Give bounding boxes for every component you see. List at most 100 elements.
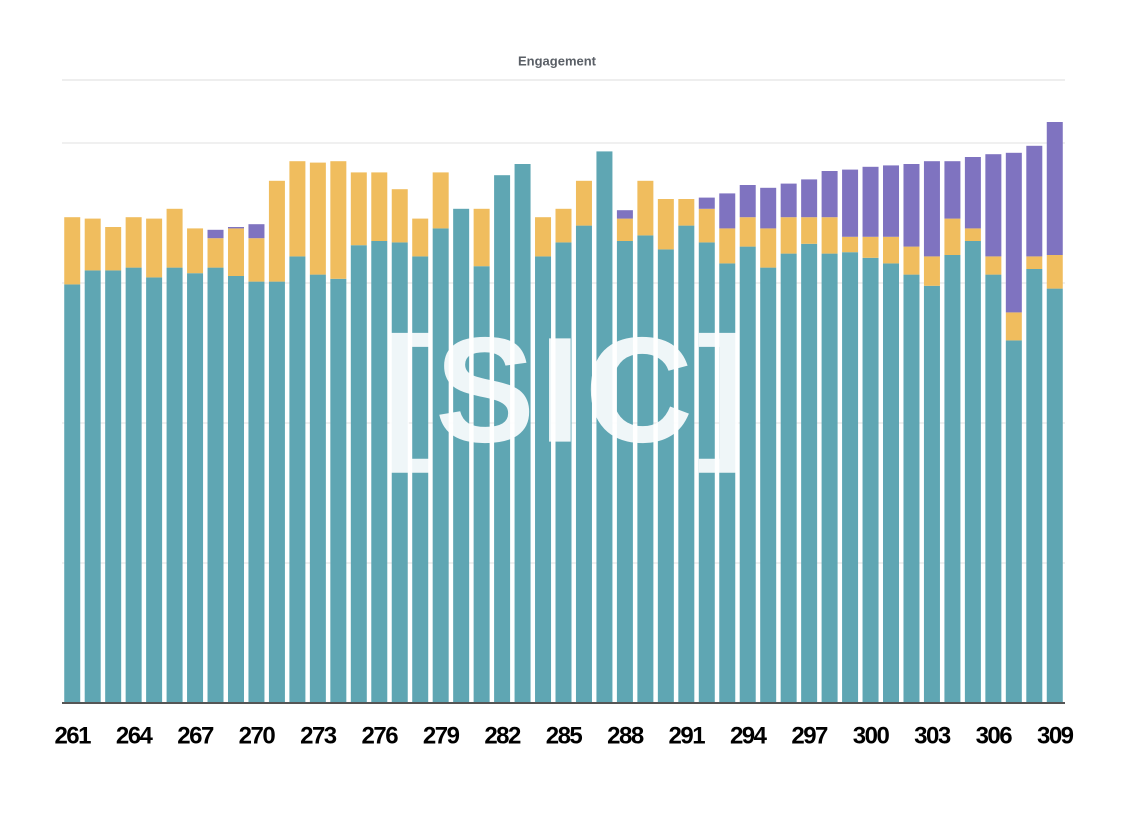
bar-segment xyxy=(350,245,367,703)
bar-segment xyxy=(780,183,797,218)
bar-segment xyxy=(985,274,1002,703)
bar-segment xyxy=(391,189,408,243)
bar-segment xyxy=(944,255,961,703)
bar-segment xyxy=(1026,269,1043,703)
x-tick-label: 300 xyxy=(853,722,890,749)
bar-segment xyxy=(596,151,613,703)
bar-segment xyxy=(739,246,756,703)
bar-segment xyxy=(535,217,552,257)
bar-segment xyxy=(739,217,756,247)
bar-segment xyxy=(64,284,81,703)
x-tick-label: 294 xyxy=(730,722,768,749)
bar-segment xyxy=(698,208,715,243)
bar-segment xyxy=(1046,288,1063,703)
bar-segment xyxy=(1046,255,1063,289)
bar-segment xyxy=(903,164,920,247)
bar-segment xyxy=(84,270,101,703)
bar-segment xyxy=(903,274,920,703)
bar-segment xyxy=(944,218,961,255)
bar-segment xyxy=(371,241,388,703)
bar-segment xyxy=(923,161,940,257)
bar-segment xyxy=(187,228,204,274)
bar-segment xyxy=(719,263,736,703)
bar-segment xyxy=(780,253,797,703)
bar-segment xyxy=(883,165,900,237)
bar-segment xyxy=(289,256,306,703)
x-tick-label: 309 xyxy=(1037,722,1074,749)
bar-segment xyxy=(575,180,592,226)
x-tick-label: 264 xyxy=(116,722,154,749)
bar-segment xyxy=(412,218,429,257)
bar-segment xyxy=(1005,340,1022,703)
bar-segment xyxy=(964,157,981,229)
bar-segment xyxy=(862,166,879,237)
bar-segment xyxy=(330,278,347,703)
x-tick-label: 279 xyxy=(423,722,460,749)
bar-segment xyxy=(944,161,961,219)
bar-segment xyxy=(657,249,674,703)
bar-segment xyxy=(207,229,224,239)
bar-segment xyxy=(309,162,326,275)
watermark: [SIC] xyxy=(381,306,751,474)
bar-segment xyxy=(555,208,572,243)
chart-title: Engagement xyxy=(518,53,597,68)
bar-segment xyxy=(350,172,367,246)
bar-segment xyxy=(821,253,838,703)
bar-segment xyxy=(371,172,388,241)
bar-segment xyxy=(309,274,326,703)
bar-segment xyxy=(1026,145,1043,257)
x-tick-label: 276 xyxy=(362,722,399,749)
bar-segment xyxy=(801,217,818,244)
bar-segment xyxy=(248,238,265,282)
x-tick-label: 282 xyxy=(484,722,521,749)
bar-segment xyxy=(555,242,572,703)
x-tick-label: 261 xyxy=(54,722,91,749)
bar-segment xyxy=(227,228,244,276)
x-tick-label: 273 xyxy=(300,722,337,749)
bar-segment xyxy=(494,175,511,703)
bar-segment xyxy=(412,256,429,703)
x-tick-label: 291 xyxy=(669,722,706,749)
bar-segment xyxy=(268,180,285,282)
bar-segment xyxy=(105,270,122,703)
bar-segment xyxy=(1005,312,1022,341)
bar-segment xyxy=(289,161,306,257)
bar-segment xyxy=(166,208,183,268)
bar-segment xyxy=(330,161,347,279)
bar-segment xyxy=(207,238,224,268)
bar-segment xyxy=(760,187,777,229)
bar-segment xyxy=(1046,122,1063,255)
bar-segment xyxy=(432,228,449,703)
bar-segment xyxy=(821,171,838,218)
bar-segment xyxy=(985,154,1002,257)
bar-segment xyxy=(146,277,163,703)
bar-segment xyxy=(883,263,900,703)
bar-segment xyxy=(698,197,715,209)
bar-segment xyxy=(207,267,224,703)
bar-segment xyxy=(1005,152,1022,313)
bar-segment xyxy=(637,180,654,236)
bar-segment xyxy=(146,218,163,278)
bar-segment xyxy=(923,256,940,286)
bar-segment xyxy=(842,236,859,253)
bar-segment xyxy=(432,172,449,229)
bar-segment xyxy=(187,273,204,703)
bar-segment xyxy=(473,208,490,267)
bar-segment xyxy=(760,267,777,703)
bar-segment xyxy=(698,242,715,703)
bar-segment xyxy=(964,241,981,703)
bar-segment xyxy=(637,235,654,703)
bar-segment xyxy=(842,169,859,237)
bar-segment xyxy=(535,256,552,703)
bar-segment xyxy=(760,228,777,268)
bar-segment xyxy=(125,267,142,703)
x-tick-label: 288 xyxy=(607,722,644,749)
bar-segment xyxy=(780,217,797,254)
bar-segment xyxy=(842,252,859,703)
bar-segment xyxy=(883,236,900,264)
bar-segment xyxy=(575,225,592,703)
bar-segment xyxy=(514,164,531,703)
bar-segment xyxy=(801,243,818,704)
x-tick-label: 285 xyxy=(546,722,583,749)
